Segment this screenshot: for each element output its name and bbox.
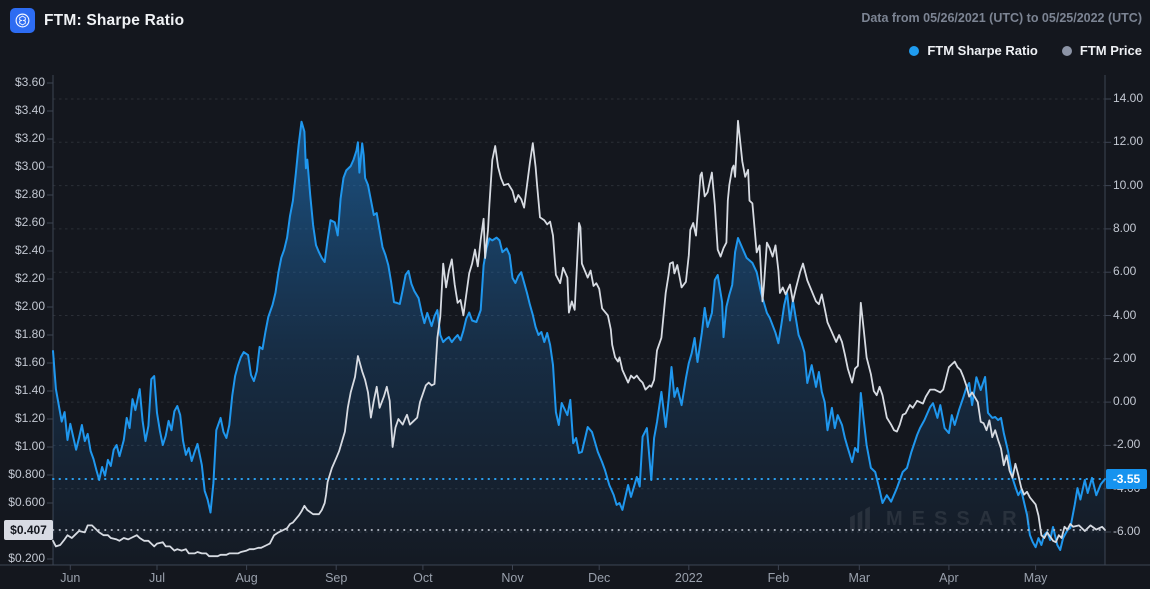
price-line-series [52,119,1106,558]
current-sharpe-badge: -3.55 [1106,469,1147,489]
current-price-badge: $0.407 [4,520,53,540]
sharpe-area [53,121,1105,565]
legend-label-price: FTM Price [1079,43,1142,58]
legend-item-sharpe[interactable]: FTM Sharpe Ratio [909,43,1038,58]
legend: FTM Sharpe Ratio FTM Price [909,43,1142,58]
legend-dot-blue-icon [909,45,920,56]
sharpe-line-series [52,120,1106,551]
fantom-logo-icon [10,8,35,33]
legend-dot-gray-icon [1061,45,1072,56]
page-title: FTM: Sharpe Ratio [44,12,185,29]
legend-item-price[interactable]: FTM Price [1061,43,1142,58]
date-range-label: Data from 05/26/2021 (UTC) to 05/25/2022… [861,11,1142,25]
legend-label-sharpe: FTM Sharpe Ratio [927,43,1038,58]
